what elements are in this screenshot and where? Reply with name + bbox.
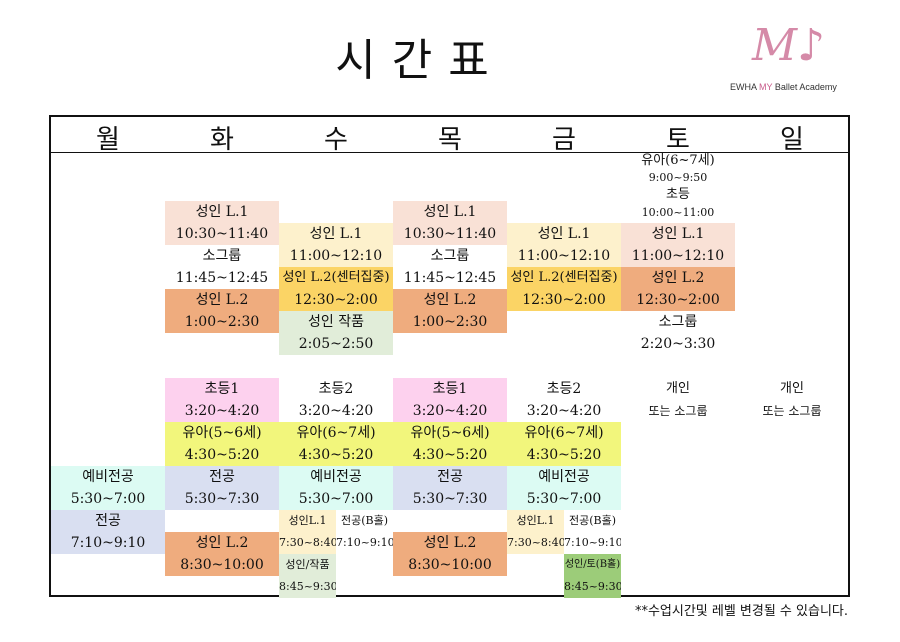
class-time: 7:30~8:40 xyxy=(279,532,336,554)
class-time: 4:30~5:20 xyxy=(393,444,507,466)
day-sat: 토 xyxy=(666,125,690,155)
class-title: 성인 L.2(센터집중) xyxy=(507,267,621,289)
class-title: 전공 xyxy=(165,466,279,488)
class-time: 8:45~9:30 xyxy=(279,576,336,598)
class-title: 성인 L.2(센터집중) xyxy=(279,267,393,289)
class-time: 11:45~12:45 xyxy=(403,270,497,286)
class-time: 2:20~3:30 xyxy=(640,336,716,352)
class-title: 성인 L.2 xyxy=(621,267,735,289)
class-title: 성인 작품 xyxy=(279,311,393,333)
class-title: 개인 xyxy=(666,381,690,396)
class-title: 성인 L.2 xyxy=(165,289,279,311)
class-time: 4:30~5:20 xyxy=(165,444,279,466)
class-title: 성인 L.1 xyxy=(279,223,393,245)
class-title: 예비전공 xyxy=(279,466,393,488)
class-title: 성인/토(B홀) xyxy=(564,554,621,576)
class-title: 개인 xyxy=(780,381,804,396)
class-title: 유아(5~6세) xyxy=(393,422,507,444)
class-time: 12:30~2:00 xyxy=(621,289,735,311)
class-time: 5:30~7:00 xyxy=(51,488,165,510)
class-time: 7:10~9:10 xyxy=(51,532,165,554)
class-title: 성인 L.2 xyxy=(393,289,507,311)
class-title: 성인 L.2 xyxy=(393,532,507,554)
class-title: 예비전공 xyxy=(507,466,621,488)
class-title: 전공 xyxy=(393,466,507,488)
day-wed: 수 xyxy=(324,125,348,155)
class-title: 초등2 xyxy=(318,381,354,397)
class-title: 성인 L.1 xyxy=(507,223,621,245)
class-time: 또는 소그룹 xyxy=(762,404,822,418)
class-title: 전공(B홀) xyxy=(568,514,617,527)
academy-logo: M♪ EWHA MY Ballet Academy xyxy=(730,20,850,100)
page-title: 시간표 xyxy=(335,35,505,86)
class-time: 1:00~2:30 xyxy=(393,311,507,333)
class-title: 유아(5~6세) xyxy=(165,422,279,444)
class-time: 10:30~11:40 xyxy=(165,223,279,245)
class-time: 7:10~9:10 xyxy=(564,536,621,549)
class-time: 8:45~9:30 xyxy=(564,576,621,598)
logo-text: EWHA MY Ballet Academy xyxy=(730,82,837,92)
class-time: 7:30~8:40 xyxy=(507,532,564,554)
class-title: 소그룹 xyxy=(202,248,242,264)
class-title: 성인 L.1 xyxy=(165,201,279,223)
footnote: **수업시간및 레벨 변경될 수 있습니다. xyxy=(634,604,848,619)
class-time: 3:20~4:20 xyxy=(526,403,602,419)
class-title: 성인/작품 xyxy=(279,554,336,576)
class-time: 또는 소그룹 xyxy=(648,404,708,418)
day-mon: 월 xyxy=(96,125,120,155)
logo-mark: M♪ xyxy=(752,20,826,71)
day-tue: 화 xyxy=(210,125,234,155)
schedule-table: 월 화 수 목 금 토 일 성인 L.1 10:30~11:40 소그룹 11:… xyxy=(49,115,850,598)
class-time: 5:30~7:00 xyxy=(279,488,393,510)
class-time: 3:20~4:20 xyxy=(165,400,279,422)
day-header-row: 월 화 수 목 금 토 일 xyxy=(51,117,848,155)
class-time: 4:30~5:20 xyxy=(507,444,621,466)
class-time: 1:00~2:30 xyxy=(165,311,279,333)
class-title: 소그룹 xyxy=(430,248,470,264)
day-thu: 목 xyxy=(438,125,462,155)
class-time: 7:10~9:10 xyxy=(336,536,393,549)
class-time: 8:30~10:00 xyxy=(393,554,507,576)
day-sun: 일 xyxy=(780,125,804,155)
class-time: 11:00~12:10 xyxy=(279,245,393,267)
class-title: 성인L.1 xyxy=(279,510,336,532)
class-time: 11:45~12:45 xyxy=(175,270,269,286)
class-title: 성인 L.2 xyxy=(165,532,279,554)
class-title: 성인 L.1 xyxy=(621,223,735,245)
day-fri: 금 xyxy=(552,125,576,155)
class-title: 초등1 xyxy=(393,378,507,400)
class-time: 11:00~12:10 xyxy=(507,245,621,267)
class-title: 초등 xyxy=(666,187,690,202)
class-time: 8:30~10:00 xyxy=(165,554,279,576)
class-title: 유아(6~7세) xyxy=(279,422,393,444)
class-time: 5:30~7:00 xyxy=(507,488,621,510)
class-time: 10:00~11:00 xyxy=(641,206,715,219)
class-title: 유아(6~7세) xyxy=(641,153,715,168)
class-time: 3:20~4:20 xyxy=(298,403,374,419)
class-title: 전공 xyxy=(51,510,165,532)
class-time: 9:00~9:50 xyxy=(648,171,708,184)
class-title: 유아(6~7세) xyxy=(507,422,621,444)
class-time: 4:30~5:20 xyxy=(279,444,393,466)
class-time: 12:30~2:00 xyxy=(507,289,621,311)
class-time: 10:30~11:40 xyxy=(393,223,507,245)
class-title: 초등2 xyxy=(546,381,582,397)
class-title: 성인L.1 xyxy=(507,510,564,532)
class-title: 소그룹 xyxy=(658,314,698,330)
class-time: 5:30~7:30 xyxy=(165,488,279,510)
class-time: 12:30~2:00 xyxy=(279,289,393,311)
class-title: 성인 L.1 xyxy=(393,201,507,223)
class-title: 초등1 xyxy=(165,378,279,400)
class-title: 전공(B홀) xyxy=(340,514,389,527)
class-title: 예비전공 xyxy=(51,466,165,488)
class-time: 5:30~7:30 xyxy=(393,488,507,510)
class-time: 2:05~2:50 xyxy=(279,333,393,355)
class-time: 11:00~12:10 xyxy=(621,245,735,267)
class-time: 3:20~4:20 xyxy=(393,400,507,422)
